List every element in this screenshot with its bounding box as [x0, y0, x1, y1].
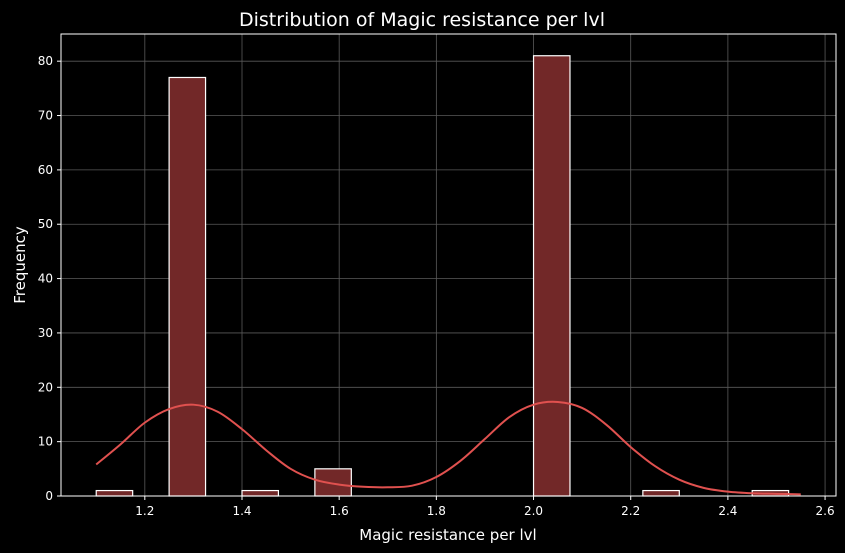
y-tick-label: 0: [45, 489, 53, 503]
histogram-bar: [241, 489, 280, 497]
x-axis-title: Magic resistance per lvl: [359, 526, 536, 544]
y-tick-label: 10: [38, 435, 53, 449]
histogram-bar: [642, 489, 680, 497]
x-tick-label: 1.2: [135, 504, 154, 518]
y-axis-title: Frequency: [11, 226, 29, 304]
x-tick-label: 1.6: [330, 504, 349, 518]
chart-title: Distribution of Magic resistance per lvl: [239, 9, 605, 31]
y-tick-label: 80: [38, 54, 53, 68]
kde-curve-layer: [95, 400, 801, 496]
y-tick-label: 30: [38, 326, 53, 340]
x-tick-label: 1.8: [427, 504, 446, 518]
y-tick-label: 40: [38, 272, 53, 286]
y-tick-label: 20: [38, 380, 53, 394]
histogram-bar: [314, 468, 352, 497]
x-tick-label: 1.4: [232, 504, 251, 518]
kde-line: [95, 400, 801, 496]
x-axis-ticks: 1.2 1.4 1.6 1.8 2.0 2.2 2.4 2.6: [135, 496, 835, 518]
histogram-bar: [168, 76, 207, 497]
histogram-bar: [95, 489, 134, 497]
y-tick-label: 70: [38, 109, 53, 123]
x-tick-label: 2.6: [816, 504, 835, 518]
plot-frame: [60, 33, 837, 497]
x-tick-label: 2.2: [621, 504, 640, 518]
histogram-bar: [532, 55, 571, 497]
y-axis-ticks: 0 10 20 30 40 50 60 70 80: [38, 54, 61, 503]
x-tick-label: 2.4: [718, 504, 737, 518]
y-tick-label: 60: [38, 163, 53, 177]
x-tick-label: 2.0: [524, 504, 543, 518]
y-tick-label: 50: [38, 217, 53, 231]
